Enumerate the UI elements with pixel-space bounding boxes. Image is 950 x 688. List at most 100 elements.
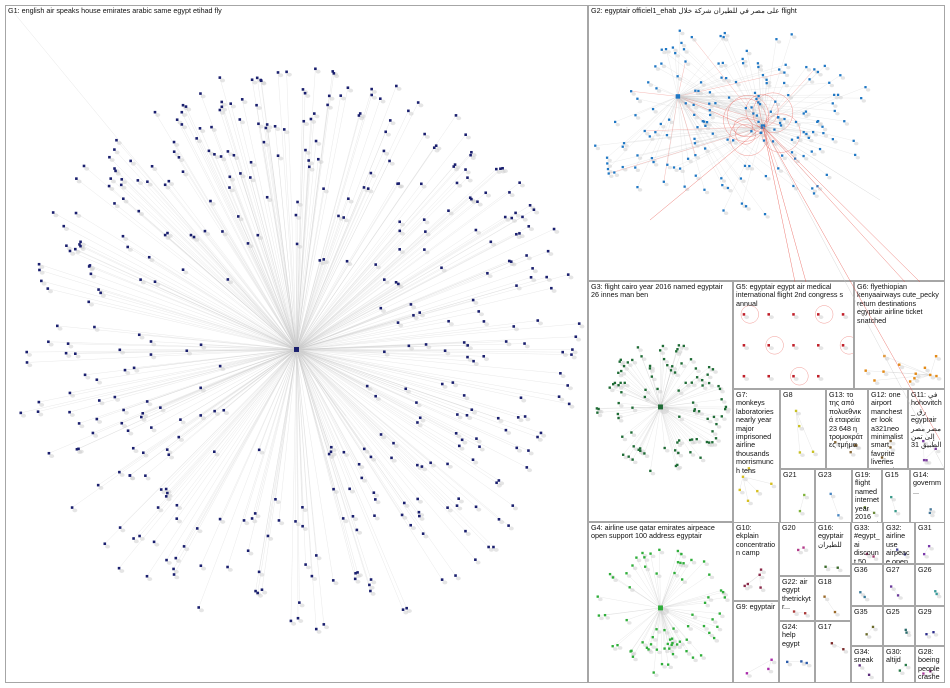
node-shadow [684, 50, 689, 54]
node-shadow [331, 448, 337, 452]
network-node [256, 591, 259, 595]
network-node [724, 405, 728, 409]
node-shadow [128, 431, 134, 436]
network-node [198, 127, 202, 130]
network-node [119, 183, 123, 187]
node-shadow [166, 497, 172, 502]
network-node [778, 121, 782, 125]
node-shadow [655, 67, 661, 71]
network-node [625, 572, 628, 575]
node-shadow [165, 185, 171, 190]
network-edge [677, 96, 862, 99]
network-node [634, 114, 637, 117]
node-shadow [297, 244, 303, 249]
group-label: G15 [885, 470, 899, 479]
node-shadow [897, 550, 902, 555]
node-shadow [465, 135, 471, 140]
network-node [841, 313, 845, 316]
network-node [673, 571, 676, 575]
network-node [722, 209, 725, 212]
network-node [87, 300, 91, 304]
node-shadow [311, 119, 317, 124]
node-shadow [682, 580, 688, 585]
node-shadow [680, 642, 685, 647]
node-shadow [704, 190, 710, 195]
network-node [824, 565, 827, 568]
node-shadow [473, 460, 479, 465]
network-edge [746, 659, 772, 674]
node-shadow [477, 202, 483, 207]
node-shadow [776, 40, 782, 44]
network-node [666, 364, 669, 367]
network-edge [660, 550, 679, 608]
network-edge [677, 92, 710, 97]
network-node [348, 487, 351, 491]
node-shadow [936, 357, 942, 361]
network-node [561, 350, 564, 354]
network-edge [296, 120, 391, 350]
network-edge [660, 406, 717, 439]
network-node [595, 407, 599, 410]
node-shadow [457, 183, 463, 188]
network-node [769, 110, 772, 113]
network-node [636, 154, 639, 157]
network-node [497, 479, 501, 482]
node-shadow [818, 377, 824, 381]
node-shadow [262, 590, 268, 595]
node-shadow [244, 521, 250, 526]
node-shadow [798, 550, 804, 555]
group-label: G2: egyptair officiel1_ehab على مصر في ل… [591, 6, 797, 15]
network-node [680, 41, 683, 45]
network-node [720, 76, 723, 79]
node-shadow [662, 50, 667, 55]
node-shadow [374, 516, 380, 521]
network-node [603, 613, 607, 617]
node-shadow [499, 520, 505, 525]
node-shadow [201, 345, 207, 350]
network-node [805, 65, 808, 69]
node-shadow [715, 104, 721, 108]
network-node [929, 508, 932, 511]
node-shadow [745, 586, 750, 591]
network-node [792, 184, 795, 188]
node-shadow [179, 158, 185, 163]
network-node [674, 52, 677, 55]
group-label: G9: egyptair [736, 602, 776, 611]
node-shadow [473, 362, 479, 366]
network-node [812, 192, 816, 195]
node-shadow [487, 274, 493, 279]
network-edge [175, 349, 297, 559]
node-shadow [505, 217, 511, 222]
node-shadow [615, 122, 620, 127]
group-g2-graph [594, 29, 871, 219]
node-shadow [402, 515, 408, 520]
node-shadow [424, 220, 430, 225]
node-shadow [479, 312, 484, 317]
network-node [163, 233, 167, 237]
network-node [184, 105, 188, 108]
network-node [229, 102, 233, 105]
network-node [792, 313, 795, 316]
network-node [394, 280, 398, 284]
network-node [75, 177, 78, 180]
node-shadow [686, 383, 691, 388]
node-shadow [621, 393, 627, 397]
node-shadow [792, 35, 797, 39]
network-node [619, 381, 622, 385]
node-shadow [302, 508, 308, 513]
node-shadow [410, 526, 416, 531]
network-node [113, 395, 117, 399]
network-node [40, 279, 43, 283]
network-node [813, 68, 816, 71]
node-shadow [798, 138, 803, 143]
node-shadow [618, 386, 624, 390]
network-node [683, 185, 686, 188]
network-node [177, 156, 181, 159]
network-node [699, 456, 702, 459]
network-node [823, 64, 826, 68]
network-node [203, 229, 207, 233]
network-node [574, 335, 578, 339]
network-edge [866, 626, 874, 635]
node-shadow [613, 385, 619, 389]
